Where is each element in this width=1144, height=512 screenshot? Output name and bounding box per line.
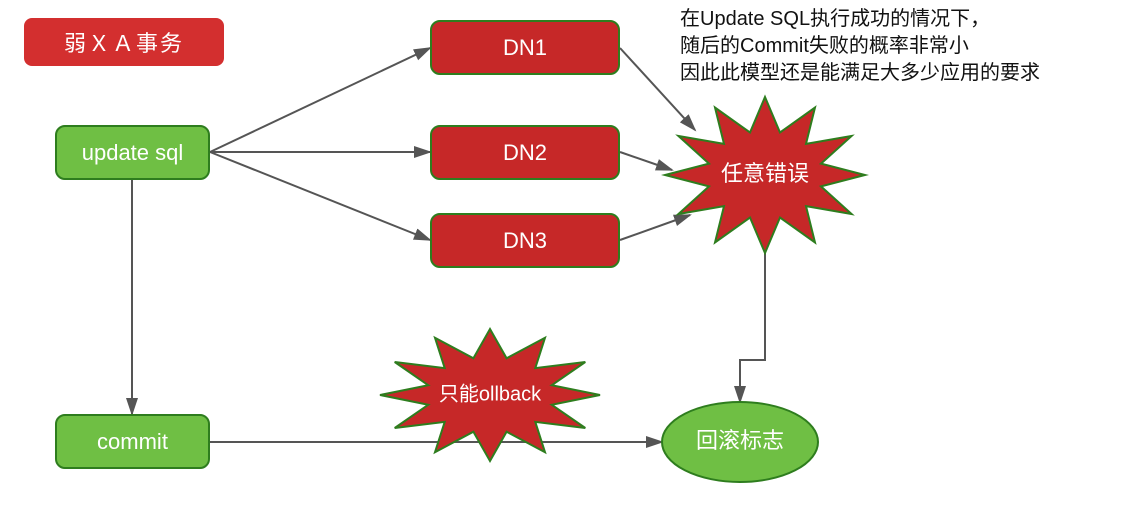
starburst-any-error: 任意错误 xyxy=(655,90,875,260)
starburst-only-rollback: 只能ollback xyxy=(370,320,610,470)
node-commit: commit xyxy=(55,414,210,469)
title-badge: 弱ＸＡ事务 xyxy=(24,18,224,66)
ellipse-label: 回滚标志 xyxy=(696,428,784,453)
starburst-label: 只能ollback xyxy=(439,382,542,405)
title-badge-label: 弱ＸＡ事务 xyxy=(64,26,184,58)
edge xyxy=(210,48,430,152)
node-label: DN3 xyxy=(503,228,547,254)
annotation-line: 在Update SQL执行成功的情况下， xyxy=(680,6,1040,33)
node-label: DN2 xyxy=(503,140,547,166)
node-dn2: DN2 xyxy=(430,125,620,180)
node-label: DN1 xyxy=(503,35,547,61)
edge xyxy=(740,248,765,402)
node-dn1: DN1 xyxy=(430,20,620,75)
node-label: commit xyxy=(97,429,168,455)
starburst-label: 任意错误 xyxy=(721,161,809,186)
annotation-text: 在Update SQL执行成功的情况下， 随后的Commit失败的概率非常小 因… xyxy=(680,6,1040,87)
node-label: update sql xyxy=(82,140,184,166)
node-dn3: DN3 xyxy=(430,213,620,268)
annotation-line: 随后的Commit失败的概率非常小 xyxy=(680,33,1040,60)
diagram-stage: 弱ＸＡ事务 在Update SQL执行成功的情况下， 随后的Commit失败的概… xyxy=(0,0,1144,512)
annotation-line: 因此此模型还是能满足大多少应用的要求 xyxy=(680,60,1040,87)
edge xyxy=(210,152,430,240)
ellipse-rollback-flag: 回滚标志 xyxy=(650,392,830,492)
node-update-sql: update sql xyxy=(55,125,210,180)
